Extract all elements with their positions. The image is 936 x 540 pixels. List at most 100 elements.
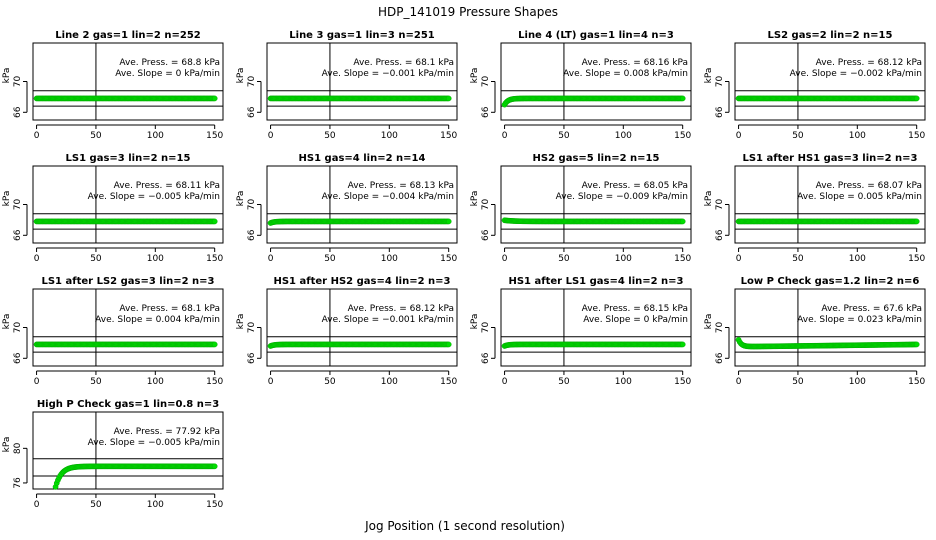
plot-frame [734, 165, 926, 244]
stats-annotation: Ave. Slope = −0.002 kPa/min [790, 69, 922, 79]
plot-frame [32, 411, 224, 490]
stats-annotation: Ave. Slope = −0.005 kPa/min [88, 192, 220, 202]
y-axis-label: kPa [470, 314, 480, 330]
plot-frame [266, 165, 458, 244]
stats-annotation: Ave. Slope = −0.009 kPa/min [556, 192, 688, 202]
data-point [211, 95, 218, 102]
stats-annotation: Ave. Press. = 68.1 kPa [353, 58, 454, 68]
panel-title: LS1 after LS2 gas=3 lin=2 n=3 [41, 276, 214, 287]
y-axis-label: kPa [236, 191, 246, 207]
stats-annotation: Ave. Slope = 0.023 kPa/min [797, 315, 922, 325]
y-tick-label: 70 [715, 76, 725, 88]
stats-annotation: Ave. Slope = −0.004 kPa/min [322, 192, 454, 202]
data-points [267, 95, 452, 102]
y-tick-label: 66 [715, 352, 725, 364]
data-points [501, 341, 686, 349]
x-tick-label: 50 [90, 500, 102, 510]
y-tick-label: 66 [13, 229, 23, 241]
x-tick-label: 150 [206, 377, 223, 387]
x-tick-label: 100 [147, 500, 164, 510]
x-tick-label: 50 [792, 131, 804, 141]
y-tick-label: 70 [247, 322, 257, 334]
stats-annotation: Ave. Slope = 0 kPa/min [115, 69, 220, 79]
x-tick-label: 50 [90, 131, 102, 141]
y-tick-label: 70 [13, 76, 23, 88]
x-tick-label: 100 [849, 377, 866, 387]
stats-annotation: Ave. Press. = 68.13 kPa [348, 181, 454, 191]
panel-2: Line 3 gas=1 lin=3 n=251 0 50 100 150 66 70kPa… [236, 30, 458, 141]
y-tick-label: 70 [715, 199, 725, 211]
stats-annotation: Ave. Press. = 68.1 kPa [119, 304, 220, 314]
panel-3: Line 4 (LT) gas=1 lin=4 n=3 0 50 100 150 66 70… [470, 30, 692, 141]
y-tick-label: 66 [247, 106, 257, 118]
y-tick-label: 70 [481, 199, 491, 211]
figure-title: HDP_141019 Pressure Shapes [378, 5, 558, 19]
data-point [445, 95, 452, 102]
y-axis-label: kPa [704, 68, 714, 84]
panel-10: HS1 after HS2 gas=4 lin=2 n=3 0 50 100 150 66… [236, 276, 458, 387]
y-tick-label: 70 [13, 322, 23, 334]
y-axis-label: kPa [470, 191, 480, 207]
x-tick-label: 150 [674, 254, 691, 264]
x-tick-label: 150 [908, 377, 925, 387]
panel-title: LS2 gas=2 lin=2 n=15 [768, 30, 893, 41]
x-tick-label: 50 [792, 254, 804, 264]
x-tick-label: 150 [908, 131, 925, 141]
stats-annotation: Ave. Press. = 68.16 kPa [582, 58, 688, 68]
y-tick-label: 66 [247, 352, 257, 364]
y-axis-label: kPa [2, 437, 12, 453]
x-tick-label: 50 [90, 254, 102, 264]
stats-annotation: Ave. Press. = 67.6 kPa [821, 304, 922, 314]
panel-9: LS1 after LS2 gas=3 lin=2 n=3 0 50 100 150 66… [2, 276, 224, 387]
x-tick-label: 150 [206, 500, 223, 510]
stats-annotation: Ave. Slope = 0.004 kPa/min [95, 315, 220, 325]
panel-title: HS1 after HS2 gas=4 lin=2 n=3 [273, 276, 450, 287]
plot-frame [734, 288, 926, 367]
y-tick-label: 80 [13, 442, 23, 454]
x-tick-label: 150 [206, 254, 223, 264]
stats-annotation: Ave. Press. = 68.12 kPa [816, 58, 922, 68]
plot-frame [500, 288, 692, 367]
y-tick-label: 66 [13, 106, 23, 118]
plot-frame [266, 288, 458, 367]
x-tick-label: 0 [34, 377, 40, 387]
panel-title: Line 4 (LT) gas=1 lin=4 n=3 [518, 30, 674, 41]
x-tick-label: 150 [908, 254, 925, 264]
y-axis-label: kPa [2, 191, 12, 207]
x-tick-label: 50 [558, 254, 570, 264]
figure-x-axis-label: Jog Position (1 second resolution) [364, 519, 565, 533]
y-tick-label: 66 [481, 229, 491, 241]
panel-title: HS1 gas=4 lin=2 n=14 [299, 153, 426, 164]
y-tick-label: 70 [481, 76, 491, 88]
stats-annotation: Ave. Press. = 68.11 kPa [114, 181, 220, 191]
y-axis-label: kPa [704, 191, 714, 207]
stats-annotation: Ave. Slope = 0.005 kPa/min [797, 192, 922, 202]
stats-annotation: Ave. Press. = 68.15 kPa [582, 304, 688, 314]
y-tick-label: 66 [481, 106, 491, 118]
panel-1: Line 2 gas=1 lin=2 n=252 0 50 100 150 66 70kPa… [2, 30, 224, 141]
data-point [913, 95, 920, 102]
plot-frame [500, 165, 692, 244]
x-tick-label: 100 [615, 377, 632, 387]
data-points [267, 341, 452, 349]
data-point [211, 341, 218, 348]
x-tick-label: 150 [440, 254, 457, 264]
x-tick-label: 0 [268, 254, 274, 264]
x-tick-label: 0 [502, 377, 508, 387]
data-points [267, 218, 452, 226]
data-point [211, 463, 218, 470]
x-tick-label: 100 [381, 131, 398, 141]
x-tick-label: 0 [736, 254, 742, 264]
x-tick-label: 100 [147, 131, 164, 141]
x-tick-label: 50 [324, 254, 336, 264]
x-tick-label: 0 [736, 377, 742, 387]
plot-frame [266, 42, 458, 121]
y-tick-label: 66 [481, 352, 491, 364]
panel-8: LS1 after HS1 gas=3 lin=2 n=3 0 50 100 150 66… [704, 153, 926, 264]
panel-title: High P Check gas=1 lin=0.8 n=3 [37, 399, 219, 410]
y-tick-label: 70 [247, 76, 257, 88]
data-points [501, 217, 686, 225]
x-tick-label: 100 [381, 377, 398, 387]
stats-annotation: Ave. Slope = 0.008 kPa/min [563, 69, 688, 79]
